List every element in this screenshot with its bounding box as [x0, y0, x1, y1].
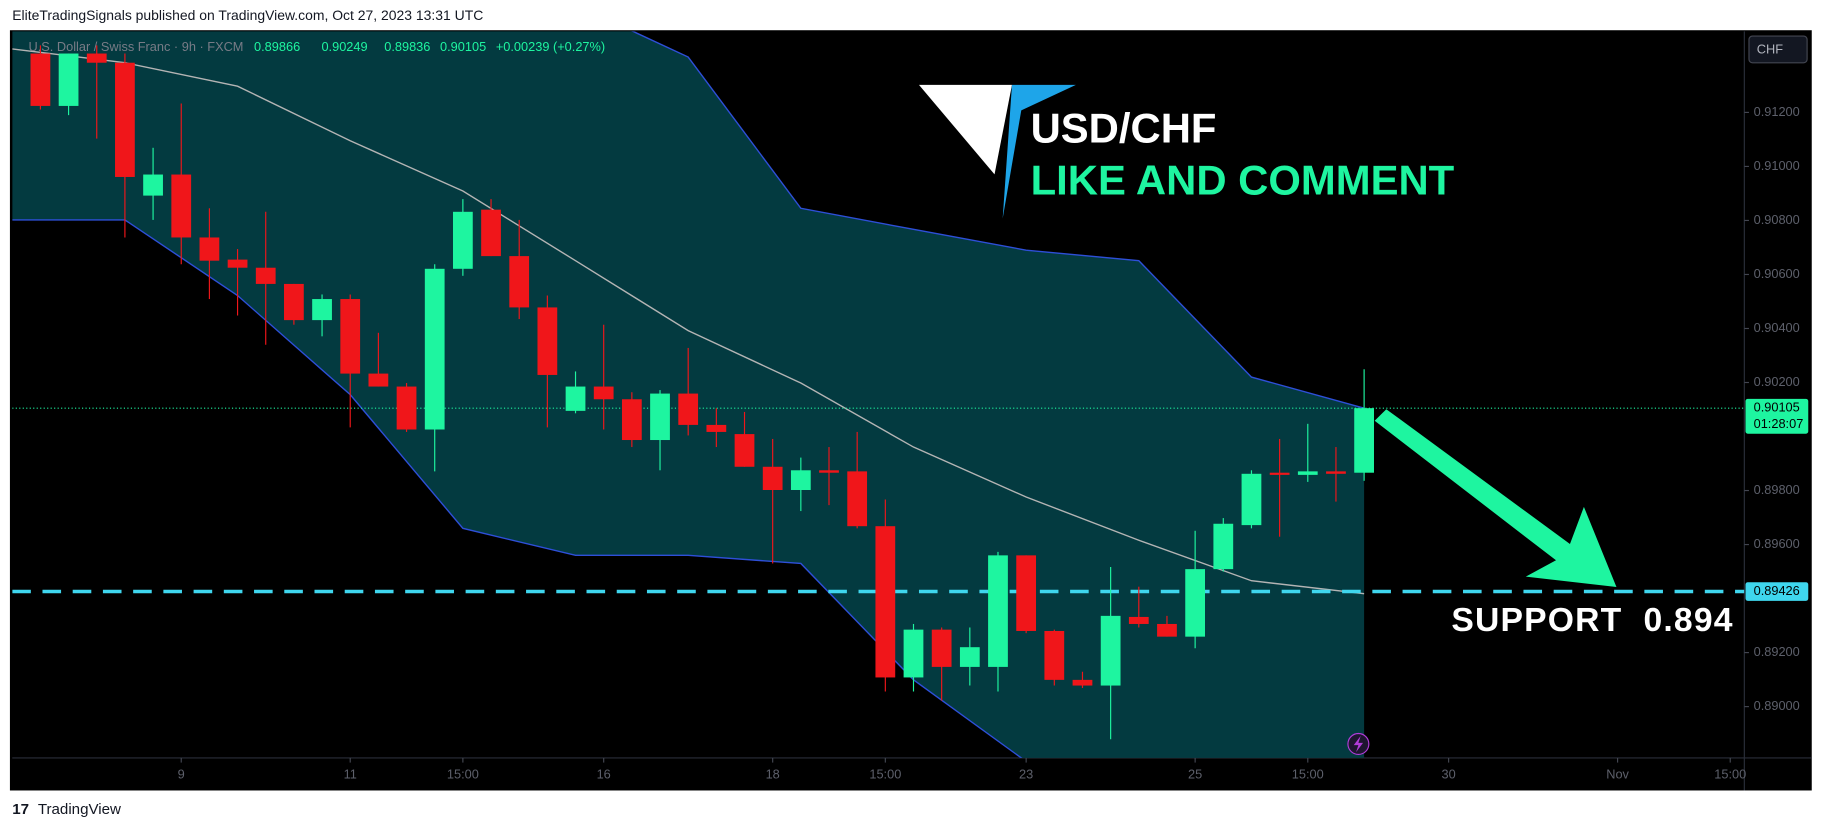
footer-brand: TradingView: [38, 801, 121, 818]
publish-header: EliteTradingSignals published on Trading…: [12, 7, 483, 23]
support-badge: [1745, 582, 1809, 601]
x-tick-label: 18: [766, 767, 780, 782]
logo-white: [918, 84, 1012, 175]
support-label: 0.89426: [1754, 583, 1800, 598]
candle-body: [621, 399, 642, 441]
candle-body: [1213, 523, 1234, 570]
band-line: [12, 48, 1365, 595]
x-tick-label: 15:00: [1714, 767, 1746, 782]
support-annotation: SUPPORT 0.894: [1451, 601, 1733, 639]
candle-body: [565, 386, 586, 411]
candle-body: [790, 470, 811, 490]
legend-high: 0.90249: [321, 39, 367, 54]
legend-close: 0.90105: [440, 39, 486, 54]
candle-body: [1326, 471, 1346, 474]
candle-body: [143, 174, 163, 196]
candle-body: [537, 307, 558, 375]
candle-body: [734, 434, 755, 467]
symbol-legend: U.S. Dollar / Swiss Franc · 9h · FXCM: [29, 39, 244, 54]
arrow: [1374, 409, 1617, 588]
legend-change: +0.00239 (+0.27%): [496, 39, 605, 54]
candle-body: [959, 647, 980, 667]
candle-body: [340, 299, 361, 374]
candle-body: [255, 267, 276, 284]
candle-body: [86, 53, 107, 63]
candle-body: [1072, 679, 1093, 686]
candle-body: [1241, 473, 1262, 526]
candle-body: [875, 526, 896, 678]
candle-body: [1354, 408, 1374, 473]
candle-body: [593, 386, 614, 400]
y-tick-label: 0.90800: [1754, 212, 1800, 227]
y-tick-label: 0.90600: [1754, 266, 1800, 281]
candle-body: [1297, 471, 1318, 475]
x-tick-label: 16: [597, 767, 611, 782]
x-tick-label: 25: [1188, 767, 1202, 782]
x-tick-label: 11: [344, 767, 357, 782]
candle-body: [1044, 630, 1065, 680]
legend-open: 0.89866: [254, 39, 300, 54]
candle-body: [424, 268, 445, 430]
y-tick-label: 0.89000: [1754, 698, 1800, 713]
y-tick-label: 0.91000: [1754, 158, 1800, 173]
candle-body: [115, 62, 135, 177]
x-tick-label: 15:00: [1292, 767, 1324, 782]
y-tick-label: 0.90200: [1754, 374, 1800, 389]
band-line: [631, 31, 1365, 409]
candle-body: [1100, 615, 1121, 686]
alert-bolt: [1353, 735, 1364, 753]
candle-body: [988, 555, 1008, 667]
candle-body: [762, 466, 783, 490]
candle-body: [903, 629, 924, 678]
x-tick-label: 15:00: [869, 767, 901, 782]
last-price-badge: [1745, 398, 1809, 434]
y-tick-label: 0.90400: [1754, 320, 1800, 335]
x-tick-label: Nov: [1606, 767, 1629, 782]
x-tick-label: 9: [178, 767, 185, 782]
last-price-label: 0.90105: [1754, 400, 1800, 415]
candle-body: [1269, 472, 1290, 475]
candle-body: [171, 174, 192, 238]
x-tick-label: 15:00: [447, 767, 479, 782]
title: USD/CHF: [1031, 104, 1217, 151]
candle-body: [481, 209, 501, 257]
candle-body: [706, 424, 727, 432]
x-tick-label: 23: [1019, 767, 1033, 782]
x-tick-label: 30: [1442, 767, 1456, 782]
candle-body: [847, 471, 868, 527]
candle-body: [1128, 616, 1149, 624]
candle-body: [650, 393, 670, 441]
candle-body: [819, 470, 839, 473]
candle-body: [58, 53, 79, 106]
candle-body: [1157, 623, 1177, 637]
candle-body: [30, 53, 51, 106]
currency-button[interactable]: [1748, 35, 1808, 64]
countdown-label: 01:28:07: [1754, 416, 1804, 431]
candle-body: [678, 393, 699, 425]
candle-body: [452, 211, 473, 269]
footer-logo-mark: 17: [12, 801, 29, 818]
candle-body: [312, 299, 332, 321]
y-tick-label: 0.89800: [1754, 482, 1800, 497]
candle-body: [396, 386, 417, 430]
candle-body: [1016, 555, 1037, 631]
candle-body: [1185, 569, 1206, 637]
plot-area: [12, 31, 1745, 758]
candle-body: [227, 259, 248, 268]
currency-label[interactable]: CHF: [1757, 41, 1783, 56]
y-tick-label: 0.91200: [1754, 104, 1800, 119]
candle-body: [509, 256, 530, 308]
candle-body: [368, 373, 389, 387]
y-tick-label: 0.89600: [1754, 536, 1800, 551]
y-tick-label: 0.89200: [1754, 644, 1800, 659]
candle-body: [284, 283, 304, 321]
candle-body: [199, 237, 220, 261]
candle-body: [931, 629, 952, 667]
subtitle: LIKE AND COMMENT: [1031, 157, 1455, 204]
legend-low: 0.89836: [384, 39, 430, 54]
